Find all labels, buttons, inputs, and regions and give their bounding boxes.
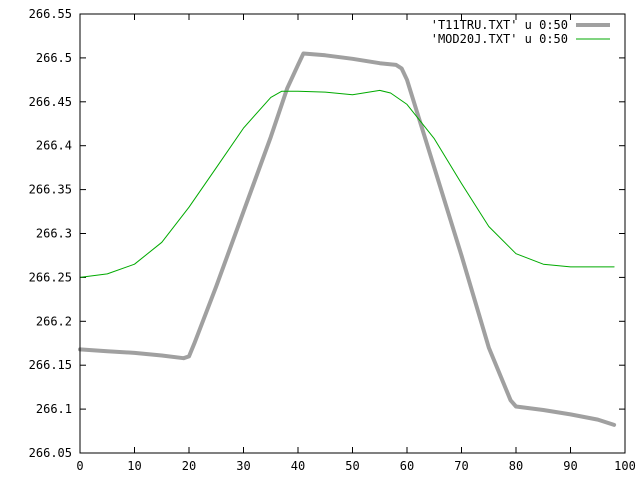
x-tick-label: 50 xyxy=(345,459,359,473)
y-tick-label: 266.4 xyxy=(36,139,72,153)
x-tick-label: 30 xyxy=(236,459,250,473)
y-tick-label: 266.5 xyxy=(36,51,72,65)
data-series xyxy=(78,51,617,427)
x-tick-label: 80 xyxy=(509,459,523,473)
series-1 xyxy=(79,89,615,278)
x-tick-label: 10 xyxy=(127,459,141,473)
series-line xyxy=(78,51,617,427)
y-tick-label: 266.55 xyxy=(29,7,72,21)
legend-label: 'T11TRU.TXT' u 0:50 xyxy=(431,18,568,32)
x-tick-label: 40 xyxy=(291,459,305,473)
legend: 'T11TRU.TXT' u 0:50'MOD20J.TXT' u 0:50 xyxy=(431,18,610,46)
y-tick-label: 266.35 xyxy=(29,183,72,197)
tick-labels: 0 10 20 30 40 50 60 70 80 90 100 266.05 266.1 266.15 2… xyxy=(29,7,636,473)
series-line xyxy=(79,89,615,278)
y-tick-label: 266.2 xyxy=(36,314,72,328)
x-tick-label: 70 xyxy=(454,459,468,473)
y-tick-label: 266.45 xyxy=(29,95,72,109)
legend-label: 'MOD20J.TXT' u 0:50 xyxy=(431,32,568,46)
y-tick-label: 266.05 xyxy=(29,446,72,460)
x-tick-label: 60 xyxy=(400,459,414,473)
x-tick-label: 90 xyxy=(563,459,577,473)
series-0 xyxy=(78,51,617,427)
x-tick-label: 100 xyxy=(614,459,636,473)
x-tick-label: 20 xyxy=(182,459,196,473)
y-tick-label: 266.1 xyxy=(36,402,72,416)
y-tick-label: 266.3 xyxy=(36,227,72,241)
x-tick-label: 0 xyxy=(76,459,83,473)
plot-frame xyxy=(79,13,626,454)
y-tick-label: 266.25 xyxy=(29,270,72,284)
y-tick-label: 266.15 xyxy=(29,358,72,372)
